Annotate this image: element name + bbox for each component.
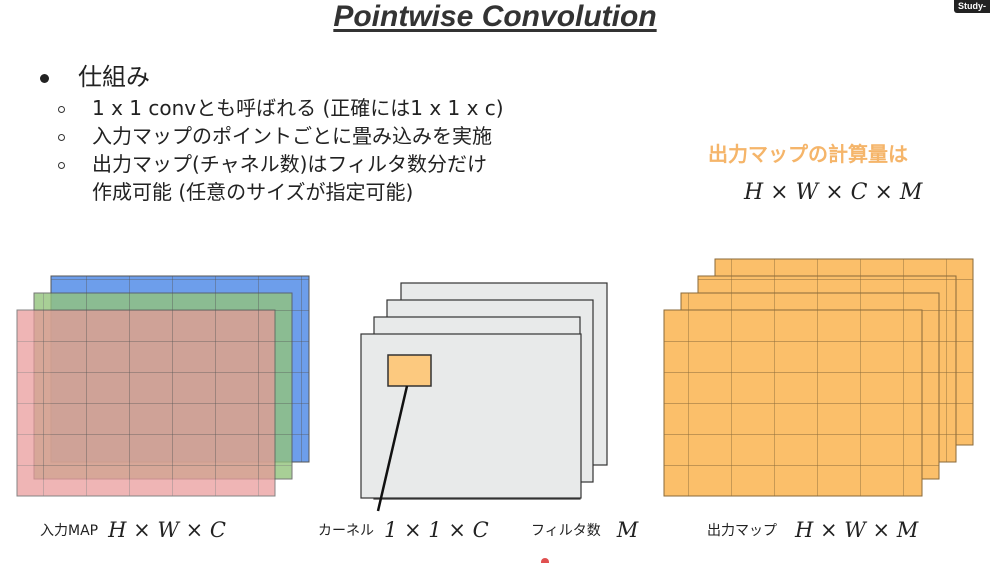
sub-bullet-text-cont: 作成可能 (任意のサイズが指定可能) <box>92 180 414 204</box>
filter-caption-formula: M <box>616 518 639 542</box>
sub-bullet-text: 出力マップ(チャネル数)はフィルタ数分だけ <box>92 152 488 176</box>
cursor-dot <box>541 558 549 563</box>
input-layer-red <box>16 309 276 497</box>
calc-cost-formula: H × W × C × M <box>744 180 923 205</box>
input-caption-label: 入力MAP <box>40 523 99 539</box>
slide-title: Pointwise Convolution <box>333 0 657 33</box>
bullet-main: 仕組み <box>40 60 504 94</box>
sub-bullet: 1 x 1 convとも呼ばれる (正確には1 x 1 x c) <box>40 94 504 122</box>
sub-bullet: 入力マップのポイントごとに畳み込みを実施 <box>40 122 504 150</box>
bullet-list: 仕組み 1 x 1 convとも呼ばれる (正確には1 x 1 x c) 入力マ… <box>40 60 504 206</box>
sub-bullet-list: 1 x 1 convとも呼ばれる (正確には1 x 1 x c) 入力マップのポ… <box>40 94 504 206</box>
filter-caption-label: フィルタ数 <box>531 523 601 539</box>
output-caption: 出力マップ H × W × M <box>707 518 918 542</box>
output-map-stack <box>663 258 974 497</box>
kernel-caption-label: カーネル <box>318 523 374 539</box>
filter-caption: フィルタ数 M <box>531 518 638 542</box>
output-caption-label: 出力マップ <box>707 523 777 539</box>
kernel-1x1-box <box>387 354 432 387</box>
input-map <box>16 275 310 497</box>
kernel-stack <box>360 282 608 512</box>
calc-cost-label: 出力マップの計算量は <box>708 142 908 166</box>
sub-bullet-text: 入力マップのポイントごとに畳み込みを実施 <box>92 124 492 148</box>
bullet-main-text: 仕組み <box>78 63 150 91</box>
kernel-caption-formula: 1 × 1 × C <box>384 518 489 542</box>
sub-bullet: 出力マップ(チャネル数)はフィルタ数分だけ 作成可能 (任意のサイズが指定可能) <box>40 150 504 206</box>
sub-bullet-text: 1 x 1 convとも呼ばれる (正確には1 x 1 x c) <box>92 96 504 120</box>
output-caption-formula: H × W × M <box>795 518 919 542</box>
input-caption: 入力MAP H × W × C <box>40 518 226 542</box>
input-caption-formula: H × W × C <box>108 518 226 542</box>
kernel-caption: カーネル 1 × 1 × C <box>318 518 489 542</box>
kernel-pointer-line <box>376 385 409 512</box>
study-badge: Study- <box>954 0 990 13</box>
